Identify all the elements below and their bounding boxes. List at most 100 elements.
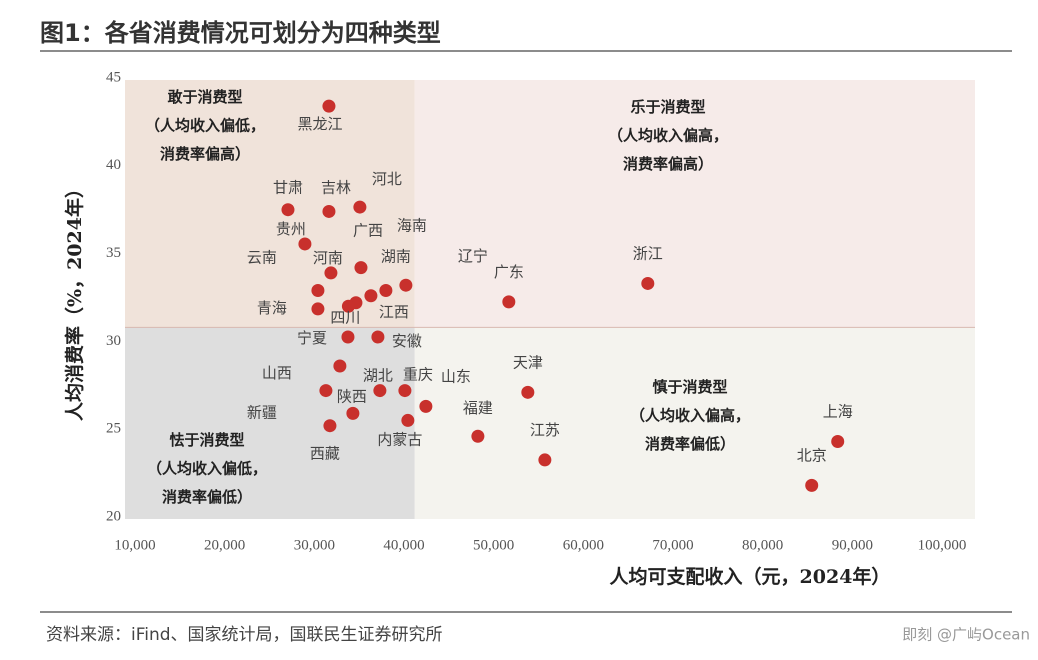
point-label: 青海 xyxy=(257,299,287,317)
quadrant-label: 消费率偏低） xyxy=(162,488,252,506)
point-label: 西藏 xyxy=(310,445,340,463)
point xyxy=(346,406,360,420)
point-label: 新疆 xyxy=(247,404,277,422)
point-label: 山东 xyxy=(441,367,471,385)
point-label: 内蒙古 xyxy=(377,430,422,448)
point xyxy=(502,295,516,309)
x-tick-label: 40,000 xyxy=(383,537,424,553)
point xyxy=(322,99,336,113)
quadrant-label: 消费率偏高） xyxy=(160,145,250,163)
plot-area: 敢于消费型 （人均收入偏低， 消费率偏高） 乐于消费型 （人均收入偏高， 消费率偏高） 怯于… xyxy=(106,69,975,553)
y-tick-label: 30 xyxy=(106,333,121,349)
point xyxy=(341,330,355,344)
quadrant-label: （人均收入偏高， xyxy=(608,127,728,145)
point xyxy=(354,261,368,275)
point-label: 云南 xyxy=(247,248,277,266)
quadrant-label: （人均收入偏高， xyxy=(630,407,750,425)
point xyxy=(641,276,655,290)
quadrant-region xyxy=(414,327,975,519)
quadrant-label: 乐于消费型 xyxy=(630,98,705,116)
point-label: 福建 xyxy=(463,399,493,417)
point-label: 上海 xyxy=(823,402,853,420)
quadrant-region xyxy=(125,80,415,328)
point xyxy=(401,413,415,427)
point-label: 浙江 xyxy=(633,244,663,262)
point-label: 湖北 xyxy=(363,367,393,385)
source-note: 资料来源：iFind、国家统计局，国联民生证券研究所 xyxy=(46,625,443,645)
y-tick-label: 45 xyxy=(106,69,121,85)
point xyxy=(419,399,433,413)
point xyxy=(364,289,378,303)
quadrant-label: 消费率偏高） xyxy=(623,155,713,173)
point xyxy=(399,278,413,292)
point-label: 辽宁 xyxy=(458,247,488,265)
point xyxy=(298,237,312,251)
point-label: 贵州 xyxy=(276,220,306,238)
point-label: 北京 xyxy=(797,446,827,464)
point-label: 宁夏 xyxy=(297,329,327,347)
point-label: 湖南 xyxy=(381,248,411,266)
point-label: 吉林 xyxy=(321,178,351,196)
point xyxy=(322,204,336,218)
point-label: 江西 xyxy=(379,303,409,321)
point xyxy=(831,434,845,448)
y-tick-label: 25 xyxy=(106,421,121,437)
quadrant-region xyxy=(414,80,975,328)
point xyxy=(373,384,387,398)
quadrant-region xyxy=(125,327,415,519)
x-tick-label: 20,000 xyxy=(204,537,245,553)
x-axis-title: 人均可支配收入（元，2024年） xyxy=(610,565,891,588)
y-tick-label: 40 xyxy=(106,157,121,173)
quadrant-label: （人均收入偏低， xyxy=(145,117,265,135)
point xyxy=(353,200,367,214)
x-tick-label: 10,000 xyxy=(114,537,155,553)
quadrant-label: 怯于消费型 xyxy=(169,431,244,449)
point xyxy=(371,330,385,344)
point-label: 甘肃 xyxy=(273,179,303,197)
point-label: 天津 xyxy=(513,353,543,371)
point-label: 广西 xyxy=(353,222,383,240)
point xyxy=(323,419,337,433)
point xyxy=(471,429,485,443)
point xyxy=(341,299,355,313)
point xyxy=(324,266,338,280)
x-tick-label: 80,000 xyxy=(742,537,783,553)
x-tick-label: 100,000 xyxy=(918,537,967,553)
point-label: 广东 xyxy=(494,263,524,281)
watermark: 即刻 @广屿Ocean xyxy=(902,626,1030,644)
point xyxy=(311,302,325,316)
quadrant-label: 慎于消费型 xyxy=(652,378,727,396)
point-label: 河北 xyxy=(372,170,402,188)
quadrant-label: （人均收入偏低， xyxy=(147,460,267,478)
point-label: 重庆 xyxy=(403,366,433,384)
x-tick-label: 50,000 xyxy=(473,537,514,553)
point xyxy=(805,478,819,492)
point xyxy=(311,283,325,297)
x-tick-label: 60,000 xyxy=(563,537,604,553)
point xyxy=(521,385,535,399)
point-label: 山西 xyxy=(262,364,292,382)
point-label: 安徽 xyxy=(392,332,422,350)
quadrant-label: 消费率偏低） xyxy=(645,435,735,453)
point-label: 黑龙江 xyxy=(297,115,342,133)
y-tick-label: 20 xyxy=(106,508,121,524)
point-label: 陕西 xyxy=(337,387,367,405)
x-tick-label: 70,000 xyxy=(652,537,693,553)
point-label: 海南 xyxy=(397,216,427,234)
point xyxy=(333,359,347,373)
x-tick-label: 30,000 xyxy=(294,537,335,553)
y-axis-title: 人均消费率（%，2024年） xyxy=(63,179,86,421)
quadrant-label: 敢于消费型 xyxy=(167,88,242,106)
point xyxy=(538,453,552,467)
point xyxy=(281,203,295,217)
point xyxy=(379,283,393,297)
point xyxy=(398,384,412,398)
point-label: 河南 xyxy=(313,249,343,267)
point xyxy=(319,384,333,398)
y-tick-label: 35 xyxy=(106,245,121,261)
chart-title: 图1：各省消费情况可划分为四种类型 xyxy=(40,19,441,47)
x-tick-label: 90,000 xyxy=(832,537,873,553)
point-label: 江苏 xyxy=(530,421,560,439)
point-label: 四川 xyxy=(330,308,360,326)
